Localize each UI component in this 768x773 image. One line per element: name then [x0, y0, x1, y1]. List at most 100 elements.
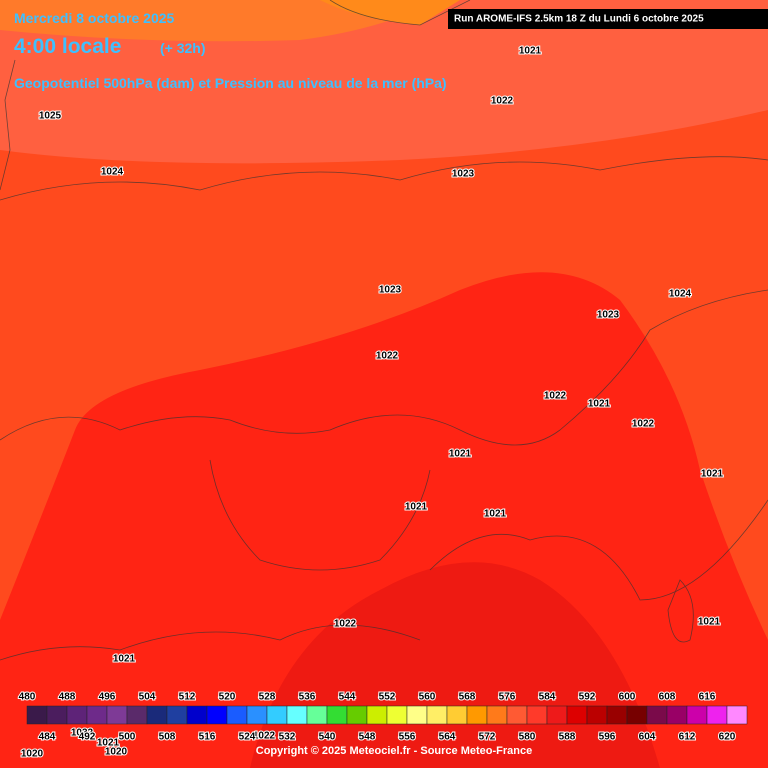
isobar-label: 1023 — [452, 169, 475, 180]
scale-label: 544 — [339, 692, 356, 703]
scale-label: 608 — [659, 692, 676, 703]
isobar-label: 1021 — [113, 654, 136, 665]
scale-label: 512 — [179, 692, 196, 703]
isobar-label: 1020 — [21, 749, 44, 760]
scale-label: 616 — [699, 692, 716, 703]
scale-swatch — [706, 705, 728, 725]
scale-swatch — [406, 705, 428, 725]
scale-swatch — [106, 705, 128, 725]
scale-swatch — [666, 705, 688, 725]
field-title: Geopotentiel 500hPa (dam) et Pression au… — [14, 75, 447, 91]
scale-swatch — [566, 705, 588, 725]
isobar-label: 1021 — [698, 617, 721, 628]
scale-swatch — [66, 705, 88, 725]
scale-swatch — [446, 705, 468, 725]
zone-top-corner — [0, 0, 440, 42]
scale-label: 592 — [579, 692, 596, 703]
scale-swatch — [286, 705, 308, 725]
scale-label: 540 — [319, 732, 336, 743]
isobar-labels: 1021 1022 1025 1024 1023 1023 1024 1023 1022 1022… — [20, 45, 725, 761]
scale-swatch — [26, 705, 48, 725]
scale-label: 480 — [19, 692, 36, 703]
date: Mercredi 8 octobre 2025 — [14, 10, 175, 26]
scale-swatch — [226, 705, 248, 725]
scale-label: 568 — [459, 692, 476, 703]
scale-swatch — [466, 705, 488, 725]
scale-label: 576 — [499, 692, 516, 703]
isobar-label: 1024 — [669, 289, 692, 300]
scale-swatch — [146, 705, 168, 725]
color-scale: 480 484 488 492 496 500 504 508 512 516 520 524 528 5… — [18, 691, 748, 744]
scale-label: 496 — [99, 692, 116, 703]
scale-swatch — [306, 705, 328, 725]
scale-label: 572 — [479, 732, 496, 743]
scale-label: 520 — [219, 692, 236, 703]
isobar-label: 1024 — [101, 167, 124, 178]
scale-swatch — [206, 705, 228, 725]
scale-label: 536 — [299, 692, 316, 703]
scale-swatch — [326, 705, 348, 725]
scale-label: 584 — [539, 692, 556, 703]
isobar-label: 1021 — [97, 738, 120, 749]
scale-swatch — [606, 705, 628, 725]
scale-label: 620 — [719, 732, 736, 743]
scale-label: 528 — [259, 692, 276, 703]
scale-label: 588 — [559, 732, 576, 743]
scale-swatch — [46, 705, 68, 725]
scale-label: 508 — [159, 732, 176, 743]
scale-swatch — [646, 705, 668, 725]
run-banner — [448, 9, 768, 29]
isobar-label: 1022 — [544, 391, 567, 402]
isobar-label: 1023 — [379, 285, 402, 296]
copyright: Copyright © 2025 Meteociel.fr - Source M… — [256, 745, 532, 757]
scale-swatch — [586, 705, 608, 725]
scale-swatch — [166, 705, 188, 725]
run-info: Run AROME-IFS 2.5km 18 Z du Lundi 6 octo… — [454, 14, 704, 25]
scale-label: 612 — [679, 732, 696, 743]
isobar-label: 1020 — [105, 747, 128, 758]
isobar-label: 1022 — [334, 619, 357, 630]
scale-swatch — [126, 705, 148, 725]
scale-swatch — [266, 705, 288, 725]
scale-label: 580 — [519, 732, 536, 743]
isobar-label: 1021 — [484, 509, 507, 520]
time: 4:00 locale — [14, 35, 121, 58]
isobar-label: 1022 — [491, 96, 514, 107]
scale-label: 600 — [619, 692, 636, 703]
scale-label: 516 — [199, 732, 216, 743]
scale-swatch — [426, 705, 448, 725]
scale-label: 532 — [279, 732, 296, 743]
scale-label: 564 — [439, 732, 456, 743]
scale-swatch — [686, 705, 708, 725]
scale-label: 596 — [599, 732, 616, 743]
scale-swatch — [86, 705, 108, 725]
scale-swatch — [186, 705, 208, 725]
isobar-label: 1022 — [253, 731, 276, 742]
scale-swatch — [346, 705, 368, 725]
scale-swatch — [486, 705, 508, 725]
scale-label: 524 — [239, 732, 256, 743]
scale-label: 492 — [79, 732, 96, 743]
isobar-label: 1023 — [597, 310, 620, 321]
isobar-label: 1021 — [588, 399, 611, 410]
scale-label: 504 — [139, 692, 156, 703]
scale-swatch — [366, 705, 388, 725]
scale-swatch — [506, 705, 528, 725]
isobar-label: 1021 — [449, 449, 472, 460]
scale-swatch — [546, 705, 568, 725]
scale-swatch — [726, 705, 748, 725]
coastlines — [0, 0, 768, 661]
scale-label: 560 — [419, 692, 436, 703]
isobar-label: 1021 — [701, 469, 724, 480]
isobar-label: 1021 — [405, 502, 428, 513]
scale-swatch — [246, 705, 268, 725]
isobar-label: 1021 — [519, 46, 542, 57]
isobar-label: 1032 — [71, 728, 94, 739]
scale-label: 604 — [639, 732, 656, 743]
scale-label: 484 — [39, 732, 56, 743]
scale-label: 488 — [59, 692, 76, 703]
zone-orange — [320, 0, 460, 25]
isobar-label: 1022 — [376, 351, 399, 362]
scale-swatch — [526, 705, 548, 725]
lead-time: (+ 32h) — [160, 40, 206, 56]
